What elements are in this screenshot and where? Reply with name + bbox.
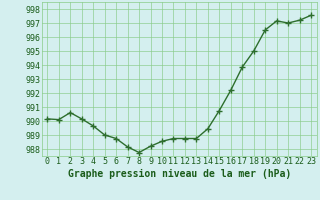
- X-axis label: Graphe pression niveau de la mer (hPa): Graphe pression niveau de la mer (hPa): [68, 169, 291, 179]
